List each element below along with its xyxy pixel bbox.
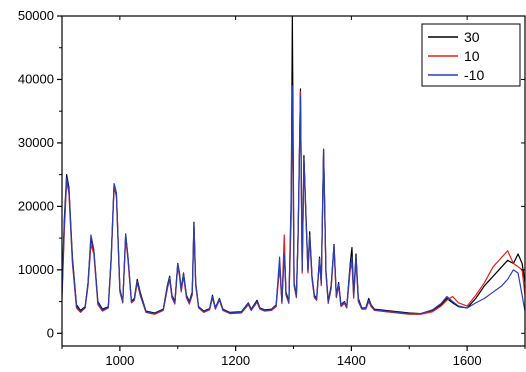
axes: 0 10000 20000 30000 40000 50000 1000 1200 1400 16… bbox=[18, 8, 526, 368]
y-tick-label-0: 0 bbox=[47, 325, 54, 340]
x-tick-label-1000: 1000 bbox=[105, 353, 134, 368]
y-tick-label-10000: 10000 bbox=[18, 262, 54, 277]
y-tick-label-50000: 50000 bbox=[18, 8, 54, 23]
legend: 30 10 -10 bbox=[421, 23, 521, 87]
y-tick-label-20000: 20000 bbox=[18, 198, 54, 213]
x-tick-label-1400: 1400 bbox=[337, 353, 366, 368]
y-tick-label-30000: 30000 bbox=[18, 135, 54, 150]
x-tick-label-1200: 1200 bbox=[221, 353, 250, 368]
legend-label-30: 30 bbox=[464, 29, 480, 45]
y-tick-label-40000: 40000 bbox=[18, 71, 54, 86]
legend-label-10: 10 bbox=[464, 48, 480, 64]
legend-label--10: -10 bbox=[464, 67, 484, 83]
x-tick-label-1600: 1600 bbox=[453, 353, 482, 368]
series-line--10 bbox=[62, 85, 525, 315]
series-layer bbox=[62, 16, 525, 315]
